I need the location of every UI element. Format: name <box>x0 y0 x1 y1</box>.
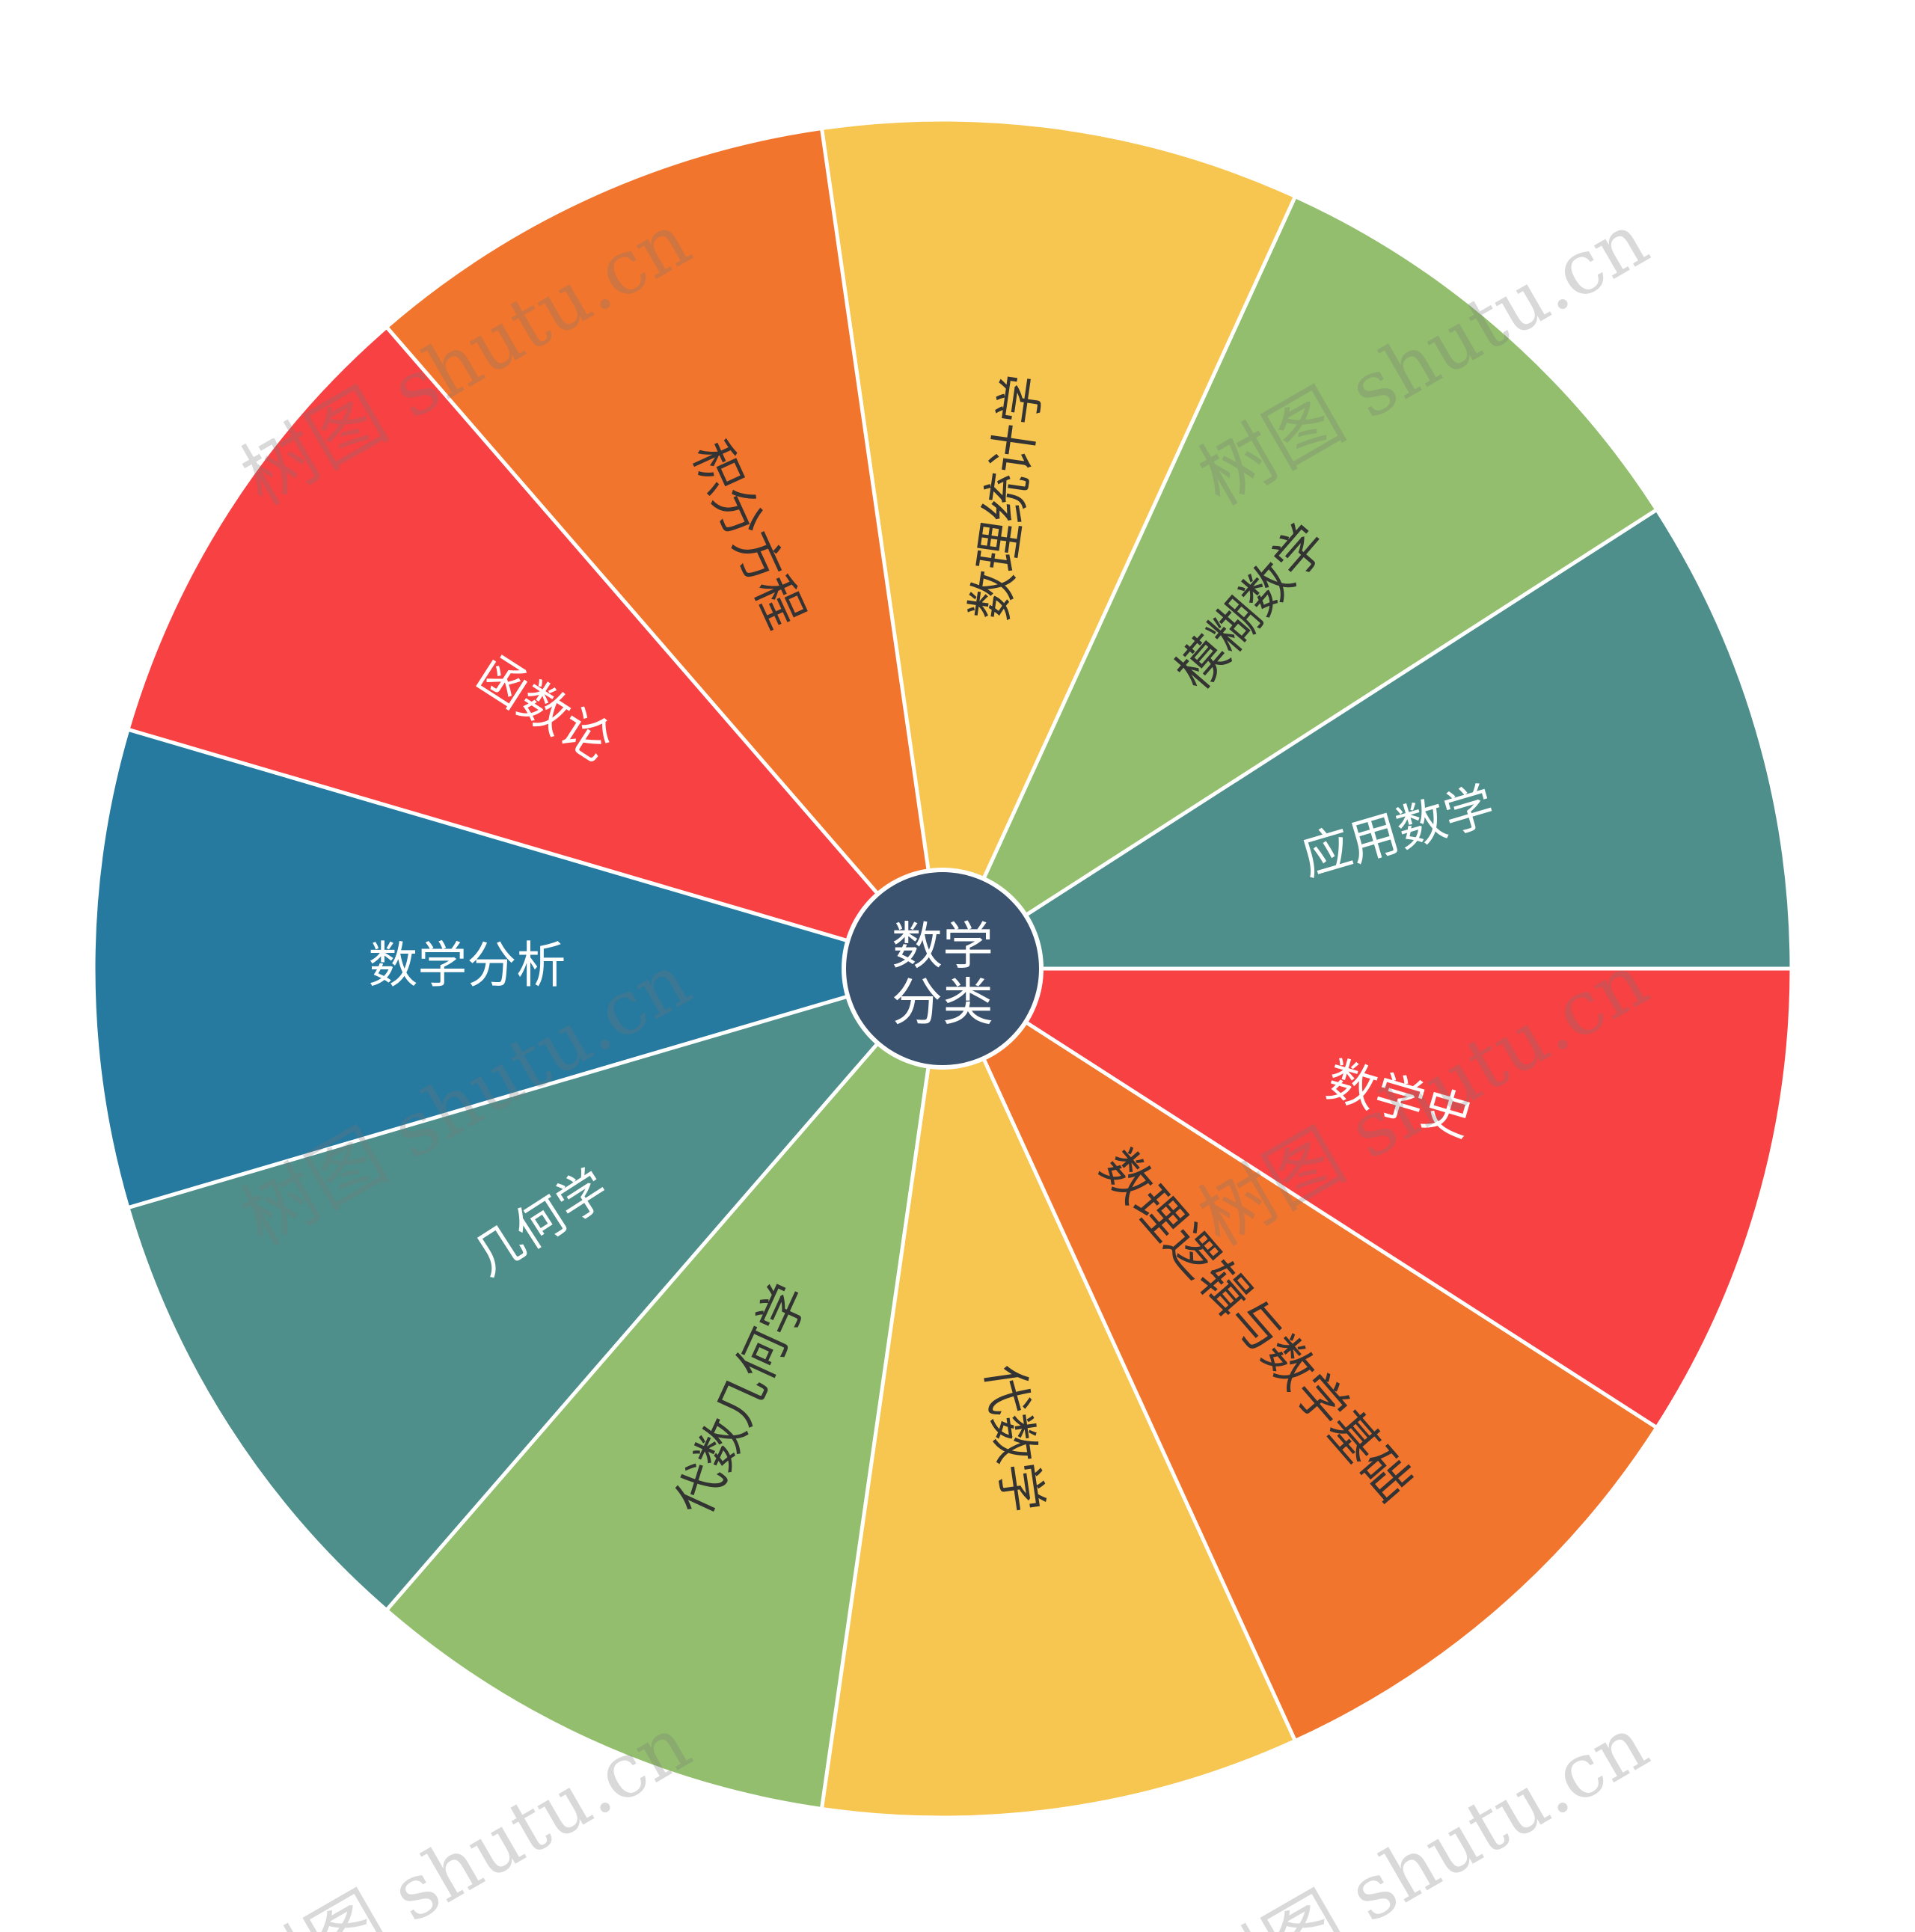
center-circle[interactable] <box>842 868 1044 1070</box>
segment-slice[interactable] <box>938 963 1660 1744</box>
center-node[interactable]: 数学 分类 <box>842 868 1044 1070</box>
segment-slice[interactable] <box>384 962 946 1812</box>
center-label-line2: 分类 <box>892 974 993 1033</box>
segment-slice[interactable] <box>819 117 1298 975</box>
segment-slice[interactable] <box>938 194 1660 974</box>
segment-slice[interactable] <box>91 727 949 1210</box>
segment-slice[interactable] <box>936 966 1794 1431</box>
segment-slice[interactable] <box>125 965 949 1613</box>
segment-slice[interactable] <box>819 962 1298 1820</box>
segment-slice[interactable] <box>384 126 946 975</box>
segment-slice[interactable] <box>125 324 949 972</box>
center-label-line1: 数学 <box>892 918 993 977</box>
segment-label[interactable]: 数学分析 <box>368 936 566 994</box>
segment-slice[interactable] <box>936 506 1794 971</box>
watermark: 树图 shutu.cn <box>227 1699 705 1932</box>
